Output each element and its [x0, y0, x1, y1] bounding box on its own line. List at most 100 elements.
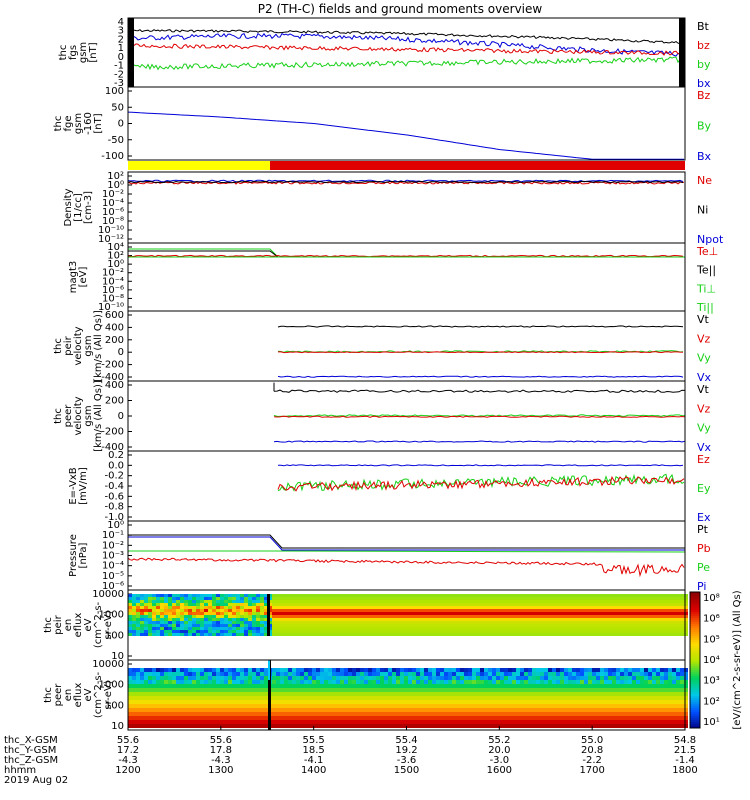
elec-pixel [648, 716, 652, 720]
elec-pixel [452, 684, 456, 688]
elec-pixel [472, 688, 476, 692]
elec-pixel [304, 712, 308, 716]
elec-pixel [232, 724, 236, 728]
ion-pixel [512, 600, 516, 603]
elec-pixel [520, 680, 524, 684]
ion-pixel [372, 612, 376, 615]
ion-pixel [384, 627, 388, 630]
elec-pixel [680, 724, 684, 728]
elec-pixel [640, 668, 644, 672]
ion-pixel [452, 627, 456, 630]
elec-pixel [368, 724, 372, 728]
elec-pixel [388, 680, 392, 684]
ion-pixel [180, 612, 184, 615]
ion-pixel [508, 615, 512, 618]
ion-pixel [320, 615, 324, 618]
elec-pixel [328, 724, 332, 728]
ion-pixel [540, 624, 544, 627]
elec-pixel [432, 668, 436, 672]
elec-pixel [488, 688, 492, 692]
elec-pixel [524, 708, 528, 712]
elec-pixel [480, 676, 484, 680]
elec-pixel [440, 672, 444, 676]
ion-pixel [488, 612, 492, 615]
ion-pixel [680, 618, 684, 621]
elec-pixel [408, 688, 412, 692]
ion-pixel [252, 621, 256, 624]
ion-pixel [164, 597, 168, 600]
elec-pixel [164, 712, 168, 716]
elec-pixel [308, 720, 312, 724]
elec-pixel [660, 684, 664, 688]
ion-pixel [524, 606, 528, 609]
ion-pixel [192, 621, 196, 624]
ion-pixel [296, 600, 300, 603]
elec-pixel [364, 716, 368, 720]
elec-pixel [552, 704, 556, 708]
elec-pixel [304, 708, 308, 712]
elec-pixel [132, 724, 136, 728]
elec-pixel [588, 712, 592, 716]
elec-pixel [360, 688, 364, 692]
elec-pixel [184, 696, 188, 700]
elec-pixel [500, 668, 504, 672]
ion-pixel [328, 609, 332, 612]
ytick-label: 200 [105, 396, 124, 407]
panel-efield: E=-VxB [mV/m]0.20.0-0.2-0.4-0.6-0.8-1.0Ez… [68, 450, 711, 524]
elec-pixel [224, 688, 228, 692]
ion-pixel [204, 633, 208, 636]
elec-pixel [608, 672, 612, 676]
ion-pixel [568, 615, 572, 618]
ion-pixel [424, 612, 428, 615]
elec-pixel [156, 672, 160, 676]
elec-pixel [188, 696, 192, 700]
ion-pixel [316, 621, 320, 624]
ion-pixel [440, 615, 444, 618]
ion-pixel [176, 618, 180, 621]
elec-pixel [440, 712, 444, 716]
ion-pixel [684, 627, 688, 630]
ion-pixel [516, 627, 520, 630]
ion-pixel [384, 594, 388, 597]
ion-pixel [316, 630, 320, 633]
elec-pixel [228, 696, 232, 700]
ion-pixel [376, 618, 380, 621]
elec-pixel [664, 676, 668, 680]
ion-pixel [532, 612, 536, 615]
ion-pixel [628, 594, 632, 597]
ion-pixel [132, 633, 136, 636]
colorbar-swatch [690, 690, 700, 692]
elec-pixel [684, 724, 688, 728]
elec-pixel [580, 720, 584, 724]
elec-pixel [544, 720, 548, 724]
elec-pixel [556, 716, 560, 720]
elec-pixel [472, 708, 476, 712]
elec-pixel [468, 724, 472, 728]
elec-pixel [616, 668, 620, 672]
ion-pixel [572, 612, 576, 615]
ion-pixel [672, 597, 676, 600]
ion-pixel [444, 597, 448, 600]
ion-pixel [180, 606, 184, 609]
elec-pixel [588, 680, 592, 684]
elec-pixel [156, 696, 160, 700]
ion-pixel [340, 621, 344, 624]
elec-pixel [420, 688, 424, 692]
ion-pixel [576, 609, 580, 612]
elec-pixel [464, 680, 468, 684]
elec-pixel [664, 680, 668, 684]
elec-pixel [596, 688, 600, 692]
ion-pixel [320, 600, 324, 603]
elec-pixel [396, 684, 400, 688]
elec-pixel [432, 724, 436, 728]
elec-pixel [280, 712, 284, 716]
elec-pixel [492, 672, 496, 676]
elec-pixel [516, 700, 520, 704]
elec-pixel [592, 708, 596, 712]
elec-pixel [168, 688, 172, 692]
elec-pixel [240, 712, 244, 716]
ion-pixel [328, 618, 332, 621]
elec-pixel [536, 700, 540, 704]
ion-pixel [236, 609, 240, 612]
ion-pixel [640, 633, 644, 636]
